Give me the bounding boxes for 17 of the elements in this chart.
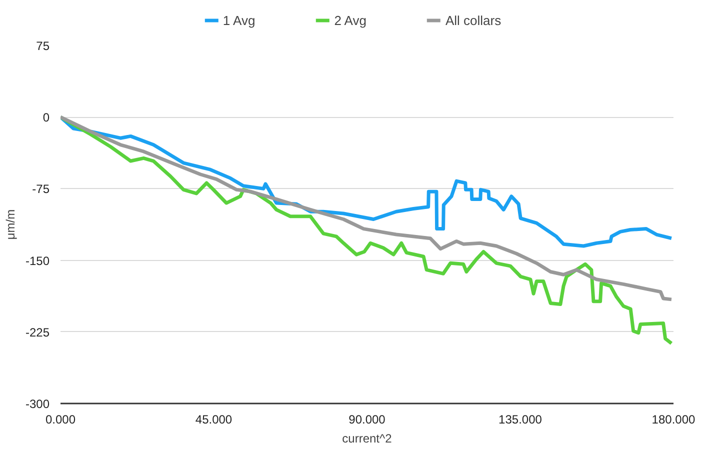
x-tick-label: 180.000: [652, 412, 696, 426]
legend-label: 1 Avg: [222, 12, 256, 28]
y-tick-label: 75: [36, 39, 50, 53]
x-axis-title: current^2: [342, 432, 392, 446]
y-tick-label: 0: [42, 110, 50, 125]
y-tick-label: -300: [25, 397, 50, 411]
y-tick-label: -225: [25, 325, 50, 340]
x-tick-label: 0.000: [45, 412, 76, 426]
x-tick-label: 45.000: [195, 412, 232, 426]
line-series: [60, 115, 674, 302]
legend-label: All collars: [445, 12, 502, 28]
y-tick-label: -150: [25, 254, 50, 268]
legend-label: 2 Avg: [334, 12, 366, 28]
x-tick-label: 90.000: [348, 412, 386, 426]
y-tick-label: -75: [32, 182, 50, 196]
y-axis-title: μm/m: [3, 209, 18, 240]
x-tick-label: 135.000: [498, 412, 542, 426]
